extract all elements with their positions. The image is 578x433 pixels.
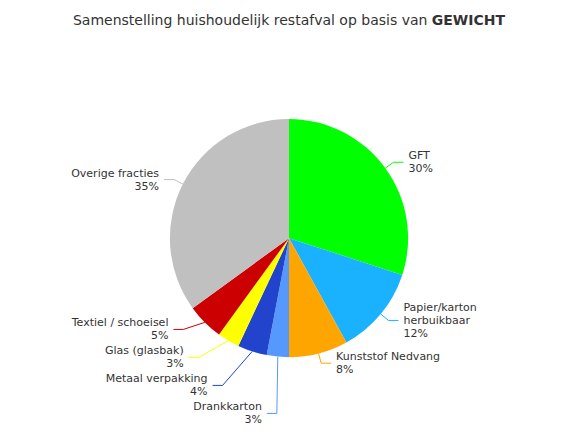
svg-text:Drankkarton: Drankkarton — [193, 400, 262, 413]
svg-text:Glas (glasbak): Glas (glasbak) — [105, 344, 184, 357]
svg-text:3%: 3% — [166, 357, 183, 370]
svg-text:5%: 5% — [151, 329, 168, 342]
svg-text:35%: 35% — [135, 180, 159, 193]
svg-text:Textiel / schoeisel: Textiel / schoeisel — [71, 316, 169, 329]
svg-text:GEWICHT: GEWICHT — [432, 12, 506, 28]
svg-text:GFT: GFT — [408, 149, 430, 162]
svg-text:12%: 12% — [403, 327, 427, 340]
svg-text:Kunststof Nedvang: Kunststof Nedvang — [336, 350, 440, 363]
svg-text:Samenstelling huishoudelijk re: Samenstelling huishoudelijk restafval op… — [73, 12, 432, 28]
svg-text:4%: 4% — [190, 385, 207, 398]
svg-text:Papier/karton: Papier/karton — [403, 301, 476, 314]
svg-text:herbuikbaar: herbuikbaar — [403, 314, 470, 327]
svg-text:3%: 3% — [244, 413, 261, 426]
svg-text:Overige fracties: Overige fracties — [71, 167, 159, 180]
svg-text:8%: 8% — [336, 363, 353, 376]
svg-text:30%: 30% — [408, 162, 432, 175]
svg-text:Metaal verpakking: Metaal verpakking — [106, 372, 208, 385]
